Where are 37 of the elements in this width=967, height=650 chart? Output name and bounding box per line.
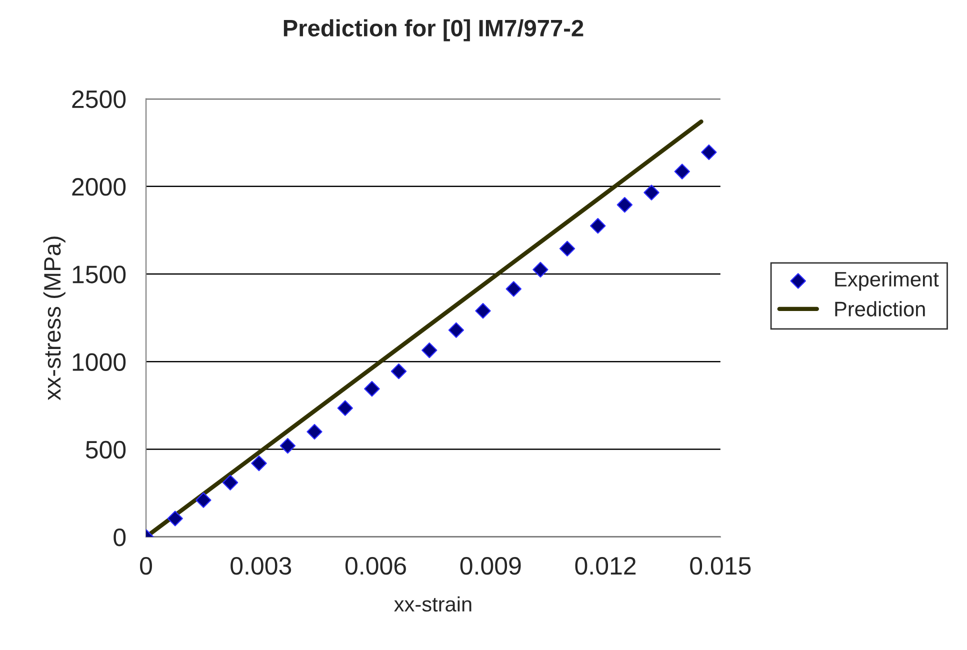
x-tick-label: 0.015: [690, 557, 751, 575]
point: [364, 380, 380, 397]
y-tick-label: 0: [114, 528, 126, 546]
y-tick-label: 1500: [72, 266, 126, 284]
point: [390, 363, 407, 380]
x-tick-label: 0.012: [575, 557, 636, 575]
point: [590, 218, 606, 234]
point: [306, 424, 322, 440]
chart-title: Prediction for [0] IM7/977-2: [284, 19, 584, 42]
point: [532, 262, 548, 278]
point: [167, 510, 183, 526]
point: [674, 164, 690, 180]
x-axis-title: xx-strain: [394, 596, 472, 612]
point: [616, 196, 633, 213]
x-tick-label: 0.003: [230, 557, 292, 575]
point: [475, 303, 491, 319]
point: [559, 240, 576, 256]
point: [280, 438, 296, 454]
legend-label: Experiment: [835, 271, 939, 291]
y-tick-label: 2000: [72, 178, 126, 196]
y-tick-label: 2500: [72, 90, 126, 108]
point: [337, 400, 353, 416]
legend-label: Prediction: [835, 301, 925, 316]
y-tick-label: 500: [86, 440, 126, 459]
point: [222, 474, 238, 490]
point: [448, 322, 464, 338]
x-tick-label: 0.006: [345, 557, 406, 575]
y-axis-title: xx-stress (MPa): [43, 236, 66, 400]
point: [422, 342, 438, 358]
x-tick-label: 0.009: [460, 557, 521, 575]
point: [251, 455, 267, 472]
point: [196, 492, 212, 508]
point: [644, 184, 660, 200]
point: [506, 281, 522, 297]
y-tick-label: 1000: [72, 353, 126, 371]
point: [701, 144, 717, 160]
x-tick-label: 0: [140, 557, 152, 575]
